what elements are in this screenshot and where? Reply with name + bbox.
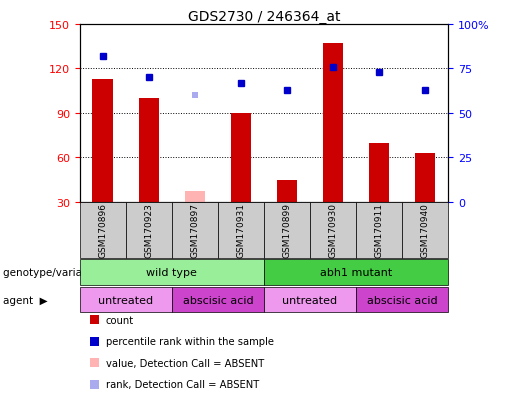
Text: GSM170899: GSM170899 — [282, 203, 291, 258]
Text: wild type: wild type — [146, 268, 197, 278]
Title: GDS2730 / 246364_at: GDS2730 / 246364_at — [187, 10, 340, 24]
Bar — [139, 99, 159, 202]
Bar — [415, 154, 435, 202]
Text: GSM170930: GSM170930 — [329, 203, 337, 258]
Text: value, Detection Call = ABSENT: value, Detection Call = ABSENT — [106, 358, 264, 368]
Text: rank, Detection Call = ABSENT: rank, Detection Call = ABSENT — [106, 380, 259, 389]
Text: genotype/variation  ▶: genotype/variation ▶ — [3, 268, 116, 278]
Text: untreated: untreated — [282, 295, 337, 305]
Text: GSM170897: GSM170897 — [191, 203, 199, 258]
Text: abh1 mutant: abh1 mutant — [320, 268, 392, 278]
Text: GSM170931: GSM170931 — [236, 203, 246, 258]
Text: GSM170923: GSM170923 — [144, 203, 153, 258]
Bar — [277, 180, 297, 202]
Text: percentile rank within the sample: percentile rank within the sample — [106, 337, 273, 347]
Text: count: count — [106, 315, 134, 325]
Bar — [184, 192, 205, 202]
Text: untreated: untreated — [98, 295, 153, 305]
Bar — [369, 143, 389, 202]
Bar — [93, 80, 113, 202]
Text: abscisic acid: abscisic acid — [183, 295, 253, 305]
Text: GSM170940: GSM170940 — [421, 203, 430, 258]
Text: agent  ▶: agent ▶ — [3, 295, 47, 305]
Bar — [322, 44, 344, 202]
Text: GSM170911: GSM170911 — [374, 203, 384, 258]
Text: abscisic acid: abscisic acid — [367, 295, 437, 305]
Bar — [231, 114, 251, 202]
Text: GSM170896: GSM170896 — [98, 203, 107, 258]
